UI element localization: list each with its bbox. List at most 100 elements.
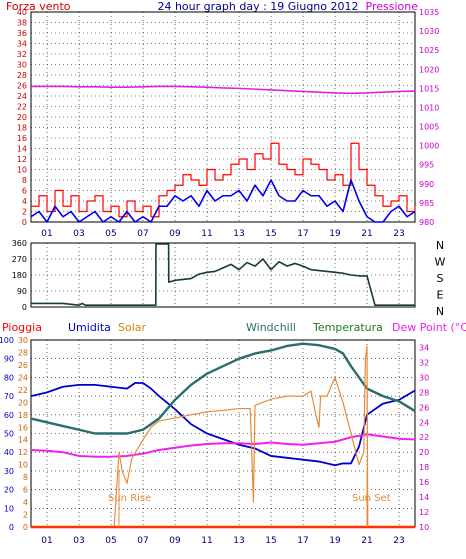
wind-tick-14: 28	[17, 71, 27, 80]
pressure-tick-2: 990	[419, 180, 434, 189]
compass-label-0: N	[436, 239, 444, 252]
pressure-tick-11: 1035	[419, 8, 439, 17]
time-tick-bottom-5: 11	[201, 536, 212, 546]
solar-tick-5: 10	[18, 461, 28, 470]
solar-tick-4: 8	[23, 473, 28, 482]
humidity-tick-1: 10	[4, 504, 14, 513]
time-tick-bottom-7: 15	[265, 536, 276, 546]
solar-tick-14: 28	[18, 348, 28, 357]
humidity-tick-10: 100	[0, 336, 14, 345]
dew-point-label: Dew Point (°C)	[392, 321, 466, 334]
solar-tick-10: 20	[18, 398, 28, 407]
solar-line	[31, 345, 415, 528]
direction-tick-0: 0	[22, 303, 27, 312]
temp-tick-4: 18	[419, 463, 429, 472]
time-tick-top-0: 01	[41, 229, 52, 239]
dew-point-line	[30, 433, 416, 458]
temp-tick-12: 34	[419, 343, 429, 352]
wind-tick-17: 34	[17, 40, 27, 49]
temp-tick-5: 20	[419, 448, 429, 457]
pressure-tick-9: 1025	[419, 46, 439, 55]
wind-avg-line	[30, 179, 416, 223]
time-tick-top-3: 07	[137, 229, 148, 239]
time-tick-top-1: 03	[73, 229, 84, 239]
temp-tick-3: 16	[419, 478, 429, 487]
time-tick-top-5: 11	[201, 229, 212, 239]
compass-label-4: N	[436, 305, 444, 318]
pressure-tick-1: 985	[419, 199, 434, 208]
solar-tick-1: 2	[23, 511, 28, 520]
wind-tick-19: 38	[17, 19, 27, 28]
wind-tick-11: 22	[17, 103, 27, 112]
direction-tick-2: 180	[12, 271, 27, 280]
solar-tick-7: 14	[18, 436, 28, 445]
wind-tick-16: 32	[17, 50, 27, 59]
temp-tick-10: 30	[419, 373, 429, 382]
wind-tick-0: 0	[22, 218, 27, 227]
time-tick-top-8: 17	[297, 229, 308, 239]
humidity-label: Umidita	[68, 321, 111, 334]
time-tick-bottom-1: 03	[73, 536, 84, 546]
time-tick-bottom-11: 23	[393, 536, 404, 546]
temp-tick-7: 24	[419, 418, 429, 427]
direction-tick-1: 90	[17, 287, 27, 296]
wind-tick-10: 20	[17, 113, 27, 122]
time-tick-bottom-10: 21	[361, 536, 372, 546]
solar-tick-8: 16	[18, 423, 28, 432]
series-lines	[30, 85, 416, 529]
temp-tick-2: 14	[419, 493, 429, 502]
solar-tick-2: 4	[23, 498, 28, 507]
time-tick-top-6: 13	[233, 229, 244, 239]
wind-tick-13: 26	[17, 82, 27, 91]
sunrise-label: Sun Rise	[108, 493, 151, 504]
humidity-tick-7: 70	[4, 392, 14, 401]
humidity-tick-4: 40	[4, 448, 14, 457]
wind-gust-line	[31, 142, 416, 218]
solar-tick-3: 6	[23, 486, 28, 495]
time-tick-top-11: 23	[393, 229, 404, 239]
compass-label-2: S	[437, 272, 444, 285]
wind-tick-2: 4	[22, 197, 27, 206]
time-tick-bottom-6: 13	[233, 536, 244, 546]
temp-tick-1: 12	[419, 508, 429, 517]
solar-tick-15: 30	[18, 336, 28, 345]
tick-labels: 01 01 03 03 05 05 07 07 09 09 11 11 13 13 15 15 17 17 19 19…	[0, 8, 446, 546]
time-tick-top-4: 09	[169, 229, 181, 239]
direction-line	[31, 243, 415, 307]
windchill-label: Windchill	[246, 321, 296, 334]
solar-tick-11: 22	[18, 386, 28, 395]
wind-tick-5: 10	[17, 166, 27, 175]
rain-label: Pioggia	[2, 321, 42, 334]
temperature-label: Temperatura	[312, 321, 383, 334]
windchill-line	[30, 342, 416, 435]
wind-tick-12: 24	[17, 92, 27, 101]
wind-tick-3: 6	[22, 187, 27, 196]
temp-tick-0: 10	[419, 523, 429, 532]
solar-tick-12: 24	[18, 373, 28, 382]
wind-tick-8: 16	[17, 134, 27, 143]
pressure-tick-8: 1020	[419, 65, 439, 74]
solar-tick-6: 12	[18, 448, 28, 457]
pressure-tick-7: 1015	[419, 84, 439, 93]
wind-tick-4: 8	[22, 176, 27, 185]
pressure-axis-title: Pressione	[366, 0, 419, 13]
pressure-line	[31, 85, 416, 95]
pressure-tick-0: 980	[419, 218, 434, 227]
wind-tick-6: 12	[17, 155, 27, 164]
temp-tick-11: 32	[419, 358, 429, 367]
wind-tick-9: 18	[17, 124, 27, 133]
humidity-tick-0: 0	[9, 523, 14, 532]
direction-tick-3: 270	[12, 255, 27, 264]
solar-tick-0: 0	[23, 523, 28, 532]
temp-tick-8: 26	[419, 403, 429, 412]
wind-tick-20: 40	[17, 8, 27, 17]
compass-label-1: W	[435, 256, 446, 269]
sunset-label: Sun Set	[352, 493, 391, 504]
pressure-tick-4: 1000	[419, 142, 439, 151]
humidity-tick-8: 80	[4, 373, 14, 382]
temp-tick-9: 28	[419, 388, 429, 397]
time-tick-top-9: 19	[329, 229, 341, 239]
humidity-tick-9: 90	[4, 355, 14, 364]
